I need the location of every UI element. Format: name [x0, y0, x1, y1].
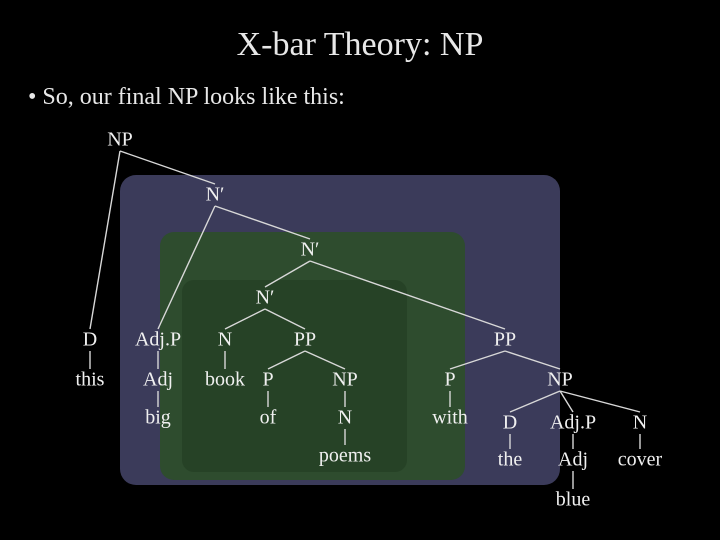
tree-node-Nbar1: N′ [206, 184, 225, 207]
tree-node-of: of [260, 407, 277, 430]
tree-node-NP3: NP [547, 369, 573, 392]
tree-node-D2: D [503, 412, 517, 435]
tree-node-N1: N [218, 329, 232, 352]
tree-node-PP2: PP [494, 329, 516, 352]
tree-node-poems: poems [319, 445, 371, 468]
tree-node-with: with [432, 407, 468, 430]
tree-node-book: book [205, 369, 245, 392]
tree-node-Nbar3: N′ [256, 287, 275, 310]
tree-node-D: D [83, 329, 97, 352]
tree-node-the: the [498, 449, 522, 472]
tree-node-blue: blue [556, 489, 590, 512]
slide: X-bar Theory: NP • So, our final NP look… [0, 0, 720, 540]
tree-node-PP1: PP [294, 329, 316, 352]
tree-node-AdjP: Adj.P [135, 329, 181, 352]
tree-node-AdjP2: Adj.P [550, 412, 596, 435]
tree-node-this: this [76, 369, 105, 392]
tree-node-Adj2: Adj [558, 449, 588, 472]
tree-node-NP2: NP [332, 369, 358, 392]
tree-node-N2: N [338, 407, 352, 430]
tree-node-Adj1: Adj [143, 369, 173, 392]
tree-node-Nbar2: N′ [301, 239, 320, 262]
tree-node-P1: P [262, 369, 273, 392]
tree-node-N3: N [633, 412, 647, 435]
tree-node-big: big [145, 407, 171, 430]
tree-node-cover: cover [618, 449, 662, 472]
tree-node-P2: P [444, 369, 455, 392]
tree-node-NP_top: NP [107, 129, 133, 152]
